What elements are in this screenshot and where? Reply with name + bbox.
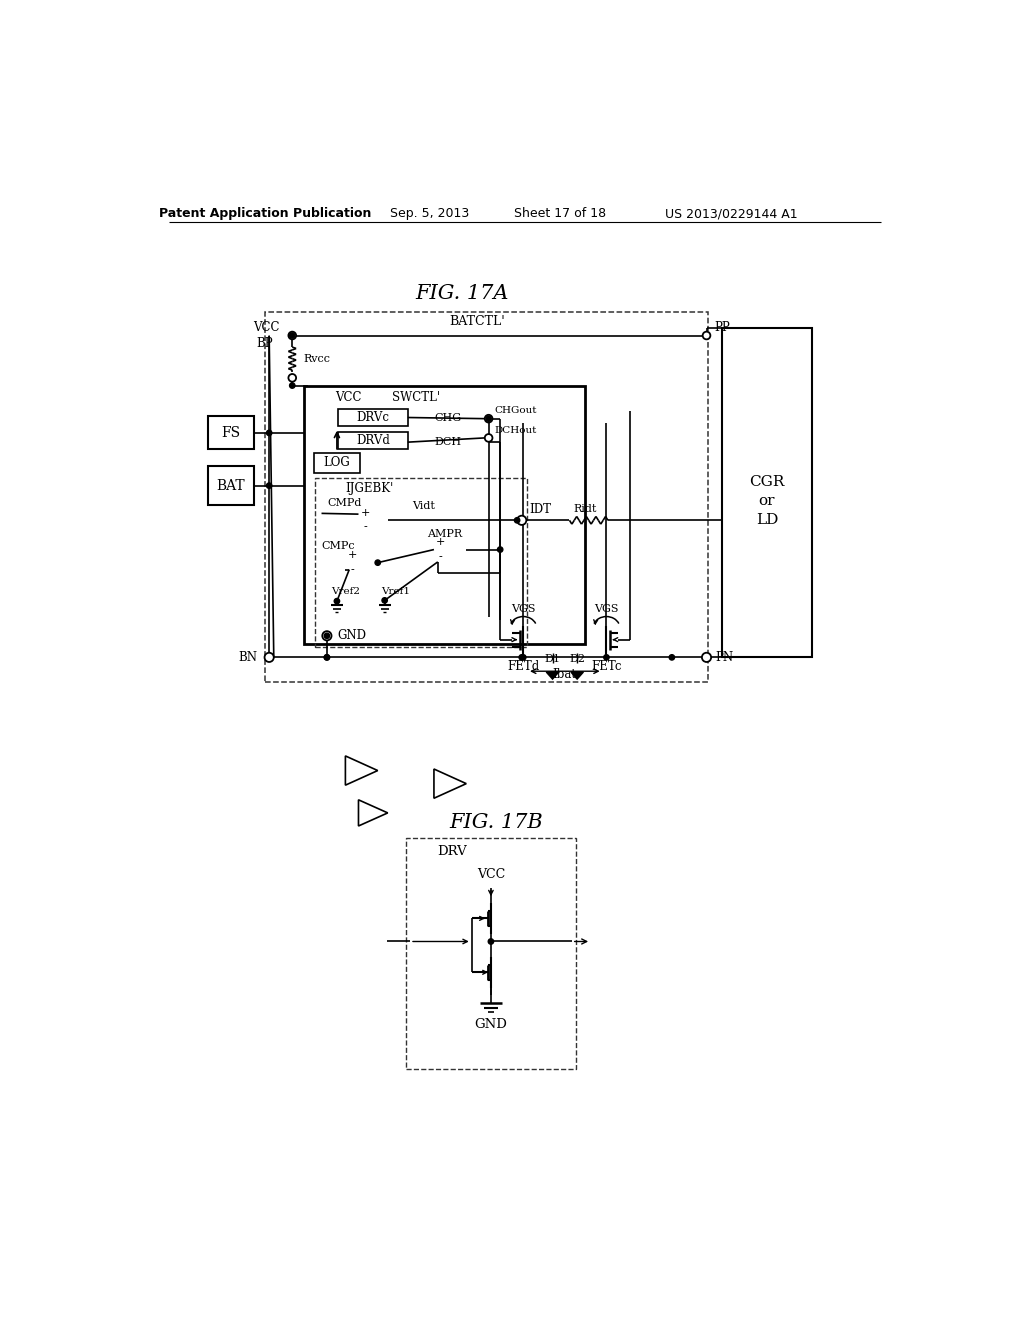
Text: VCC: VCC — [253, 321, 280, 334]
Text: -: - — [364, 523, 368, 532]
Text: Rvcc: Rvcc — [303, 354, 330, 363]
Text: PP: PP — [714, 321, 730, 334]
Circle shape — [325, 634, 330, 639]
Text: +: + — [436, 537, 445, 546]
Text: FIG. 17B: FIG. 17B — [450, 813, 543, 832]
Text: DCH: DCH — [435, 437, 462, 447]
Text: CMPd: CMPd — [327, 499, 361, 508]
Text: or: or — [759, 494, 775, 508]
Text: D2: D2 — [569, 653, 585, 664]
Text: LOG: LOG — [324, 457, 350, 470]
Circle shape — [486, 416, 492, 421]
Text: FETc: FETc — [591, 660, 622, 673]
Circle shape — [290, 333, 295, 338]
Text: US 2013/0229144 A1: US 2013/0229144 A1 — [665, 207, 798, 220]
Circle shape — [520, 655, 526, 660]
Text: PN: PN — [716, 651, 734, 664]
Circle shape — [669, 655, 675, 660]
Bar — [722, 327, 812, 657]
Text: FS: FS — [221, 426, 241, 440]
Circle shape — [325, 655, 330, 660]
Text: CGR: CGR — [750, 475, 784, 488]
Circle shape — [488, 939, 494, 944]
Text: CMPc: CMPc — [322, 541, 355, 550]
Circle shape — [517, 516, 526, 525]
Text: DRVc: DRVc — [356, 411, 389, 424]
Text: -: - — [350, 565, 354, 576]
Text: BAT: BAT — [216, 479, 245, 492]
Text: DRV: DRV — [437, 845, 467, 858]
Text: Ibat: Ibat — [553, 668, 577, 681]
Text: D1: D1 — [545, 653, 560, 664]
Text: Sheet 17 of 18: Sheet 17 of 18 — [514, 207, 606, 220]
Text: CHGout: CHGout — [495, 407, 538, 416]
Text: Patent Application Publication: Patent Application Publication — [159, 207, 372, 220]
Text: GND: GND — [338, 630, 367, 643]
Circle shape — [498, 546, 503, 552]
Text: VCC: VCC — [335, 391, 361, 404]
Bar — [265, 313, 708, 682]
Text: Vidt: Vidt — [412, 502, 434, 511]
Text: Ridt: Ridt — [573, 504, 597, 513]
Bar — [407, 838, 575, 1069]
Text: IDT: IDT — [529, 503, 551, 516]
Text: CHG: CHG — [435, 413, 462, 422]
Text: BN: BN — [239, 651, 258, 664]
Text: +: + — [347, 550, 357, 560]
Circle shape — [323, 631, 332, 640]
Circle shape — [289, 374, 296, 381]
Text: -: - — [439, 552, 442, 562]
Bar — [313, 453, 360, 473]
Circle shape — [375, 560, 381, 565]
Text: DCHout: DCHout — [495, 426, 538, 434]
Polygon shape — [547, 672, 559, 678]
Bar — [339, 432, 408, 449]
Circle shape — [514, 517, 520, 523]
Circle shape — [701, 653, 711, 663]
Text: +: + — [360, 508, 370, 519]
Text: BATCTL': BATCTL' — [450, 315, 505, 329]
Text: BP: BP — [256, 337, 273, 350]
Circle shape — [334, 598, 340, 603]
Text: AMPR: AMPR — [427, 529, 462, 539]
Circle shape — [266, 430, 271, 436]
Bar — [304, 385, 585, 644]
Text: VGS: VGS — [511, 603, 536, 614]
Bar — [208, 466, 254, 506]
Circle shape — [484, 434, 493, 442]
Text: LD: LD — [756, 513, 778, 527]
Bar — [315, 478, 527, 647]
Circle shape — [325, 655, 330, 660]
Circle shape — [702, 331, 711, 339]
Circle shape — [266, 483, 271, 488]
Circle shape — [484, 414, 493, 422]
Circle shape — [290, 383, 295, 388]
Polygon shape — [571, 672, 584, 678]
Text: GND: GND — [474, 1018, 507, 1031]
Text: VCC: VCC — [477, 869, 505, 880]
Text: DRVd: DRVd — [356, 434, 390, 447]
Text: Sep. 5, 2013: Sep. 5, 2013 — [390, 207, 469, 220]
Text: FETd: FETd — [507, 660, 540, 673]
Text: FIG. 17A: FIG. 17A — [415, 284, 508, 302]
Text: Vref1: Vref1 — [381, 587, 410, 597]
Circle shape — [604, 655, 609, 660]
Circle shape — [264, 653, 273, 663]
Text: VGS: VGS — [594, 603, 618, 614]
Text: SWCTL': SWCTL' — [392, 391, 440, 404]
Circle shape — [289, 331, 296, 339]
Text: Vref2: Vref2 — [331, 587, 359, 597]
Circle shape — [382, 598, 387, 603]
Bar — [208, 416, 254, 449]
Circle shape — [519, 655, 524, 660]
Bar — [339, 409, 408, 426]
Text: IJGEBK': IJGEBK' — [345, 482, 393, 495]
